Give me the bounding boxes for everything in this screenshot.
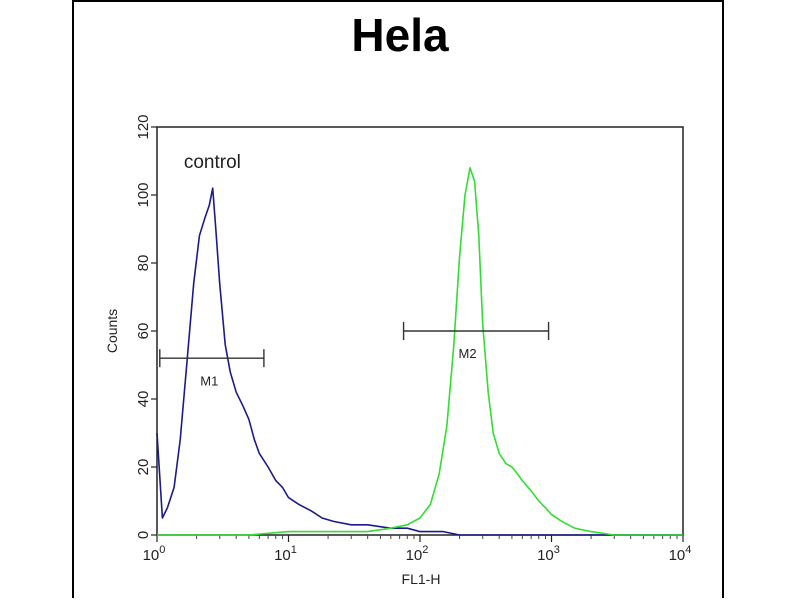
series-line-0 xyxy=(156,187,683,536)
annotation-m2: M2 xyxy=(459,346,477,361)
chart-title: Hela xyxy=(351,9,449,61)
x-axis-label: FL1-H xyxy=(402,571,441,587)
y-tick-label: 40 xyxy=(135,391,152,408)
x-tick-label: 104 xyxy=(669,544,692,564)
x-tick-label: 102 xyxy=(406,544,429,564)
y-tick-label: 20 xyxy=(135,459,152,476)
series-line-1 xyxy=(157,167,683,536)
x-tick-label: 103 xyxy=(537,544,560,564)
y-axis-label: Counts xyxy=(104,309,120,353)
y-tick-label: 0 xyxy=(135,531,152,539)
x-tick-label: 101 xyxy=(274,544,297,564)
annotation-m1: M1 xyxy=(200,373,218,388)
annotation-control: control xyxy=(184,152,241,173)
chart-frame xyxy=(72,0,724,598)
x-tick-label: 100 xyxy=(143,544,166,564)
y-tick-label: 80 xyxy=(135,255,152,272)
y-tick-label: 120 xyxy=(135,114,152,139)
y-tick-label: 60 xyxy=(135,323,152,340)
y-tick-label: 100 xyxy=(135,182,152,207)
